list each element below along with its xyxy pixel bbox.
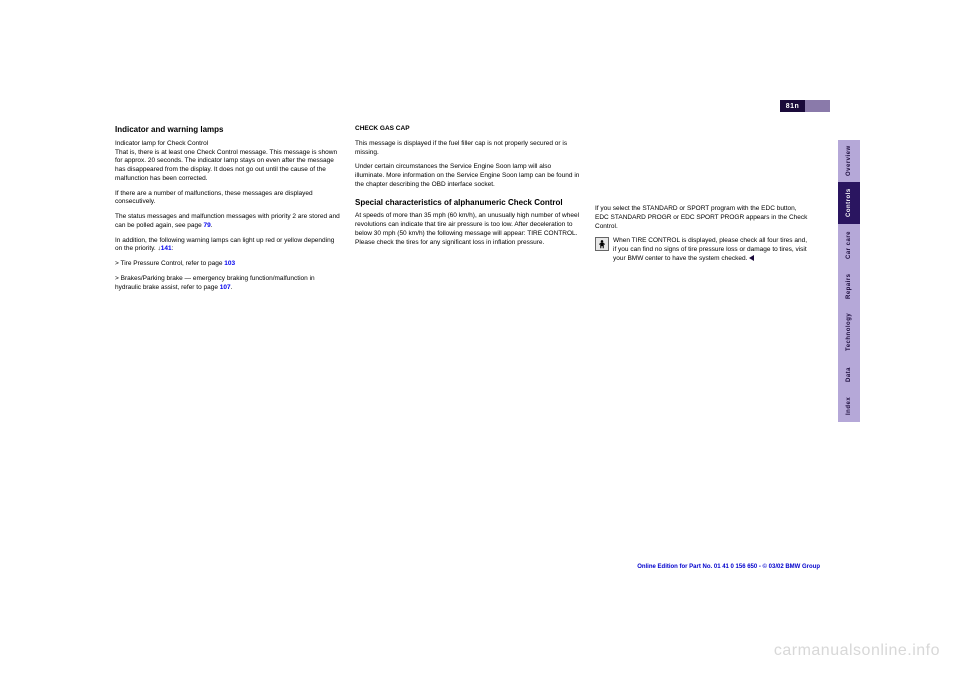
text: The status messages and malfunction mess… — [115, 213, 340, 229]
text: . — [231, 284, 233, 291]
para: If you select the STANDARD or SPORT prog… — [595, 205, 810, 231]
page-number-accent — [805, 100, 830, 112]
para: In addition, the following warning lamps… — [115, 237, 340, 255]
para: This message is displayed if the fuel fi… — [355, 140, 580, 158]
para: If there are a number of malfunctions, t… — [115, 190, 340, 208]
watermark: carmanualsonline.info — [774, 642, 940, 660]
column-3: If you select the STANDARD or SPORT prog… — [595, 125, 810, 270]
para: At speeds of more than 35 mph (60 km/h),… — [355, 212, 580, 247]
footer-copyright: Online Edition for Part No. 01 41 0 156 … — [637, 564, 820, 570]
manual-page: 81n OverviewControlsCar careRepairsTechn… — [100, 100, 860, 580]
page-ref-link[interactable]: 103 — [224, 260, 235, 267]
text: When TIRE CONTROL is displayed, please c… — [613, 237, 807, 262]
text: : — [172, 245, 174, 252]
tab-technology[interactable]: Technology — [838, 306, 860, 358]
text: Indicator lamp for Check Control — [115, 140, 208, 147]
para: Under certain circumstances the Service … — [355, 163, 580, 189]
tab-repairs[interactable]: Repairs — [838, 266, 860, 306]
end-mark-icon — [749, 255, 754, 261]
page-ref-link[interactable]: 141 — [161, 245, 172, 252]
tab-index[interactable]: Index — [838, 390, 860, 422]
heading-special-characteristics: Special characteristics of alphanumeric … — [355, 198, 580, 209]
column-2: CHECK GAS CAP This message is displayed … — [355, 125, 580, 253]
para: The status messages and malfunction mess… — [115, 213, 340, 231]
text: That is, there is at least one Check Con… — [115, 149, 337, 182]
page-number-bar: 81n — [780, 100, 860, 112]
tab-overview[interactable]: Overview — [838, 140, 860, 182]
para: Indicator lamp for Check Control That is… — [115, 140, 340, 184]
page-ref-link[interactable]: 79 — [204, 222, 211, 229]
caution-block: When TIRE CONTROL is displayed, please c… — [595, 237, 810, 263]
spacer — [595, 125, 810, 205]
check-gas-cap-label: CHECK GAS CAP — [355, 125, 580, 134]
text: Brakes/Parking brake — emergency braking… — [115, 275, 315, 291]
tab-data[interactable]: Data — [838, 358, 860, 390]
caution-icon — [595, 237, 609, 251]
page-number: 81n — [780, 100, 805, 112]
page-ref-link[interactable]: 107 — [220, 284, 231, 291]
side-tabs: OverviewControlsCar careRepairsTechnolog… — [838, 140, 860, 422]
heading-indicator-lamps: Indicator and warning lamps — [115, 125, 340, 136]
tab-car-care[interactable]: Car care — [838, 224, 860, 266]
text: . — [211, 222, 213, 229]
column-1: Indicator and warning lamps Indicator la… — [115, 125, 340, 299]
tab-controls[interactable]: Controls — [838, 182, 860, 224]
text: Tire Pressure Control, refer to page — [120, 260, 224, 267]
bullet-item: > Tire Pressure Control, refer to page 1… — [115, 260, 340, 269]
caution-text: When TIRE CONTROL is displayed, please c… — [613, 237, 810, 263]
text: In addition, the following warning lamps… — [115, 237, 334, 253]
bullet-item: > Brakes/Parking brake — emergency braki… — [115, 275, 340, 293]
